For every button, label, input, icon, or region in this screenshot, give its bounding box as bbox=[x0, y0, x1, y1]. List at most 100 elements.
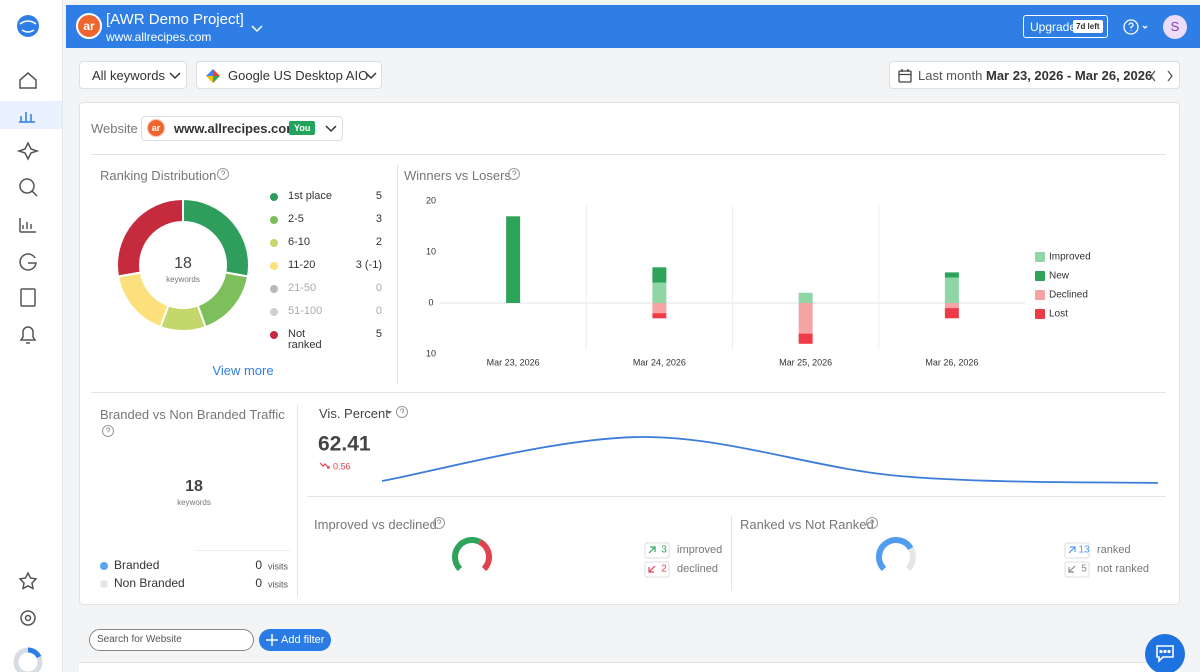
x-tick-label: Mar 26, 2026 bbox=[925, 357, 978, 367]
x-tick-label: Mar 24, 2026 bbox=[633, 357, 686, 367]
help-icon[interactable] bbox=[508, 168, 520, 180]
donut-segment bbox=[196, 271, 250, 329]
progress-ring-fill bbox=[27, 647, 42, 659]
bar-segment bbox=[944, 272, 959, 278]
you-badge: You bbox=[289, 121, 316, 135]
caret[interactable] bbox=[386, 411, 392, 414]
divider bbox=[297, 405, 298, 597]
legend-label: improved bbox=[677, 544, 722, 556]
legend-label: 21-50 bbox=[288, 282, 317, 294]
project-domain: www.allrecipes.com bbox=[106, 30, 212, 44]
legend-value: 5 bbox=[1081, 564, 1087, 575]
total-label: keywords bbox=[177, 498, 211, 507]
legend-dot bbox=[100, 562, 108, 570]
help-icon[interactable] bbox=[433, 517, 445, 529]
bar-segment bbox=[944, 277, 959, 303]
date-range[interactable]: Last month Mar 23, 2026 - Mar 26, 2026 bbox=[889, 61, 1180, 89]
legend-value: 5 bbox=[375, 190, 382, 202]
y-tick-label: 20 bbox=[426, 195, 436, 205]
legend-label: Branded bbox=[114, 558, 159, 572]
document-icon[interactable] bbox=[20, 288, 36, 307]
legend-value: 0 bbox=[375, 282, 382, 294]
upgrade-button[interactable]: Upgrade 7d left bbox=[1023, 15, 1108, 38]
chart-title: Branded vs Non Branded Traffic bbox=[100, 407, 285, 422]
help-icon[interactable] bbox=[102, 425, 114, 437]
legend-dot bbox=[270, 193, 278, 201]
home-icon[interactable] bbox=[19, 72, 37, 89]
chart-title[interactable]: Vis. Percent bbox=[319, 406, 389, 421]
chart-title: Improved vs declined bbox=[314, 517, 437, 532]
star-icon[interactable] bbox=[18, 571, 38, 590]
y-tick-label: 10 bbox=[426, 246, 436, 256]
website-domain: www.allrecipes.com bbox=[174, 121, 298, 136]
bar-segment bbox=[798, 303, 813, 334]
rankings-icon[interactable] bbox=[19, 112, 35, 123]
sidebar-icons bbox=[13, 15, 43, 672]
engine-dropdown[interactable]: Google US Desktop AIO bbox=[196, 61, 382, 89]
legend-box bbox=[644, 561, 670, 578]
legend-dot bbox=[270, 262, 278, 270]
divider bbox=[397, 165, 398, 383]
visits-value: 0 bbox=[255, 576, 262, 590]
search-icon[interactable] bbox=[19, 178, 35, 194]
gauge-segment bbox=[478, 539, 492, 572]
date-nav[interactable] bbox=[1148, 69, 1178, 83]
chat-button[interactable] bbox=[1145, 634, 1185, 672]
add-filter-label: Add filter bbox=[281, 634, 325, 646]
avatar[interactable]: S bbox=[1163, 15, 1187, 39]
help-icon[interactable] bbox=[1122, 17, 1152, 37]
y-tick-label: 0 bbox=[428, 297, 433, 307]
legend-swatch bbox=[1035, 271, 1045, 281]
legend-dot bbox=[270, 308, 278, 316]
app-logo[interactable] bbox=[17, 15, 39, 37]
upgrade-label: Upgrade bbox=[1030, 20, 1077, 34]
search-placeholder: Search for Website bbox=[97, 634, 182, 645]
trial-badge: 7d left bbox=[1073, 20, 1103, 33]
help-icon[interactable] bbox=[866, 517, 878, 529]
chart-title: Winners vs Losers bbox=[404, 168, 511, 183]
bar-segment bbox=[798, 333, 813, 344]
legend-label: 11-20 bbox=[288, 259, 316, 271]
divider bbox=[307, 496, 1166, 497]
legend-value: 3 bbox=[375, 213, 382, 225]
ai-icon[interactable] bbox=[16, 141, 40, 161]
bar-segment bbox=[652, 313, 667, 319]
reports-icon[interactable] bbox=[19, 218, 36, 233]
donut-total: 18 bbox=[174, 255, 192, 272]
help-icon[interactable] bbox=[217, 168, 229, 180]
trend-arrow bbox=[648, 546, 656, 554]
legend-dot bbox=[100, 580, 108, 588]
engine-label: Google US Desktop AIO bbox=[228, 68, 369, 83]
view-more-link[interactable]: View more bbox=[212, 363, 274, 378]
chevron bbox=[325, 125, 337, 133]
card bbox=[79, 102, 1180, 605]
legend-dot bbox=[270, 216, 278, 224]
legend-value: 5 bbox=[375, 328, 382, 340]
visits-unit: visits bbox=[268, 561, 288, 571]
google-icon[interactable] bbox=[19, 253, 37, 271]
divider bbox=[91, 392, 1166, 393]
legend-dot bbox=[270, 331, 278, 339]
bell-icon[interactable] bbox=[19, 326, 37, 344]
legend-label: Declined bbox=[1049, 290, 1088, 301]
engine-icon bbox=[206, 69, 220, 83]
legend-value: 2 bbox=[661, 564, 667, 575]
table-header bbox=[79, 662, 1180, 672]
website-dropdown[interactable]: ar www.allrecipes.com You bbox=[141, 116, 343, 141]
legend-value: 3 bbox=[661, 545, 667, 556]
keywords-dropdown[interactable]: All keywords bbox=[79, 61, 187, 89]
search-input[interactable]: Search for Website bbox=[89, 629, 254, 651]
project-name[interactable]: [AWR Demo Project] bbox=[106, 11, 244, 28]
line bbox=[381, 436, 1159, 484]
legend-label: 51-100 bbox=[288, 305, 323, 317]
settings-icon[interactable] bbox=[20, 610, 36, 626]
trend-arrow bbox=[1068, 546, 1076, 554]
legend-box bbox=[1064, 561, 1090, 578]
add-filter-button[interactable]: Add filter bbox=[259, 629, 331, 651]
help-icon[interactable] bbox=[396, 406, 408, 418]
project-chevron[interactable] bbox=[250, 24, 264, 34]
legend-label: Lost bbox=[1049, 309, 1068, 320]
visits-value: 0 bbox=[255, 558, 262, 572]
website-label: Website bbox=[91, 121, 138, 136]
trend-icon bbox=[319, 462, 330, 469]
